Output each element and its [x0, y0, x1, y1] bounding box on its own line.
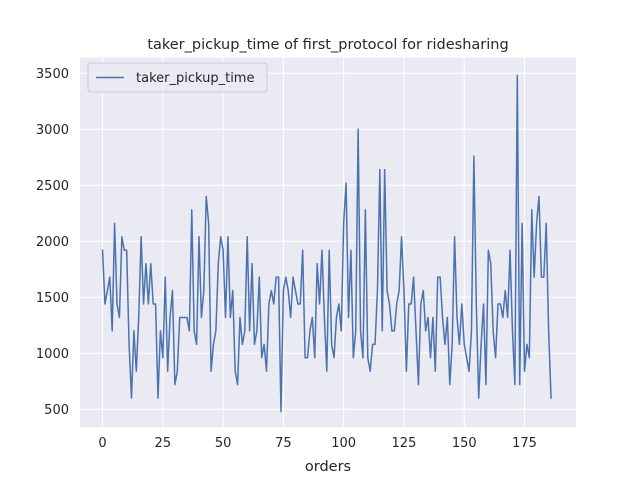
- y-tick-label: 3500: [36, 67, 69, 82]
- x-tick-label: 175: [512, 436, 537, 451]
- y-tick-label: 2000: [36, 235, 69, 250]
- y-tick-label: 2500: [36, 179, 69, 194]
- y-tick-label: 1500: [36, 291, 69, 306]
- y-tick-label: 1000: [36, 347, 69, 362]
- tick-labels: 0 25 50 75 100 125 150 175 500 1000 1500 2000 2500 30…: [36, 67, 537, 451]
- y-tick-label: 500: [44, 403, 69, 418]
- x-tick-label: 100: [331, 436, 356, 451]
- x-tick-label: 75: [275, 436, 292, 451]
- x-tick-label: 50: [215, 436, 232, 451]
- legend: taker_pickup_time: [87, 62, 268, 93]
- y-tick-label: 3000: [36, 123, 69, 138]
- chart-title: taker_pickup_time of first_protocol for …: [147, 37, 508, 53]
- legend-box: [87, 62, 268, 93]
- x-tick-label: 150: [452, 436, 477, 451]
- legend-label: taker_pickup_time: [136, 71, 254, 86]
- x-tick-label: 25: [155, 436, 172, 451]
- series-line-taker-pickup-time: [101, 74, 552, 413]
- plot-area: [80, 57, 576, 428]
- x-tick-label: 0: [98, 436, 106, 451]
- x-axis-label: orders: [305, 459, 351, 475]
- x-tick-label: 125: [392, 436, 417, 451]
